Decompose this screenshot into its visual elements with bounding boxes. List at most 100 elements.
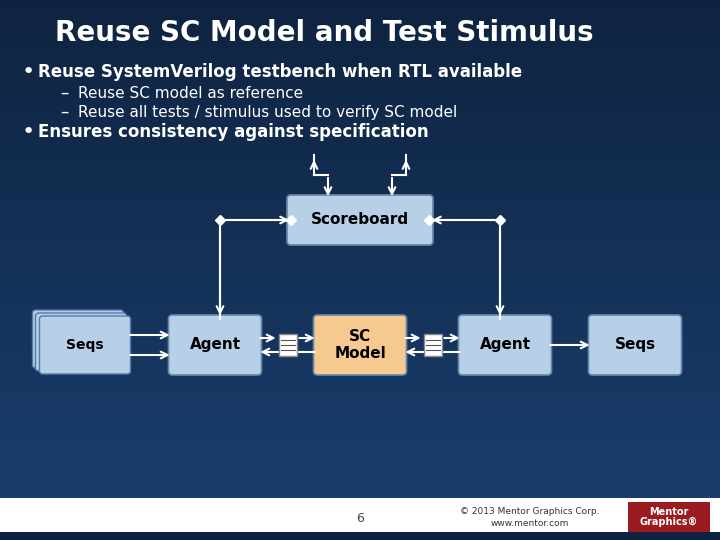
Text: Agent: Agent: [480, 338, 531, 353]
Bar: [0, 169, 720, 170]
Bar: [0, 537, 720, 538]
Bar: [0, 123, 720, 124]
Bar: [0, 334, 720, 335]
Bar: [0, 428, 720, 429]
Bar: [0, 187, 720, 188]
Bar: [0, 102, 720, 103]
Bar: [0, 67, 720, 68]
Bar: [0, 303, 720, 304]
Bar: [0, 432, 720, 433]
Bar: [0, 403, 720, 404]
Bar: [0, 302, 720, 303]
Bar: [0, 262, 720, 263]
Bar: [0, 327, 720, 328]
Bar: [0, 427, 720, 428]
Bar: [0, 61, 720, 62]
Bar: [0, 373, 720, 374]
Bar: [0, 251, 720, 252]
Bar: [0, 10, 720, 11]
Bar: [0, 455, 720, 456]
Bar: [0, 461, 720, 462]
Bar: [0, 539, 720, 540]
Text: Seqs: Seqs: [614, 338, 656, 353]
Bar: [0, 319, 720, 320]
Bar: [0, 472, 720, 473]
Bar: [0, 376, 720, 377]
Bar: [0, 299, 720, 300]
Bar: [0, 406, 720, 407]
Bar: [0, 261, 720, 262]
Bar: [0, 168, 720, 169]
Bar: [0, 257, 720, 258]
Bar: [0, 306, 720, 307]
Bar: [0, 254, 720, 255]
Bar: [0, 449, 720, 450]
Bar: [0, 512, 720, 513]
Bar: [0, 467, 720, 468]
Bar: [0, 260, 720, 261]
Text: Agent: Agent: [189, 338, 240, 353]
Bar: [0, 133, 720, 134]
Bar: [0, 139, 720, 140]
Bar: [0, 393, 720, 394]
Bar: [0, 293, 720, 294]
Bar: [0, 52, 720, 53]
Bar: [0, 484, 720, 485]
Bar: [0, 69, 720, 70]
Bar: [0, 401, 720, 402]
Bar: [0, 45, 720, 46]
Bar: [0, 315, 720, 316]
Bar: [0, 304, 720, 305]
Bar: [0, 503, 720, 504]
Bar: [0, 104, 720, 105]
Bar: [0, 357, 720, 358]
Bar: [0, 178, 720, 179]
Bar: [0, 23, 720, 24]
Bar: [0, 158, 720, 159]
Bar: [0, 456, 720, 457]
Bar: [0, 497, 720, 498]
Bar: [0, 53, 720, 54]
Bar: [0, 201, 720, 202]
Bar: [0, 19, 720, 20]
Bar: [0, 249, 720, 250]
Bar: [0, 135, 720, 136]
Bar: [0, 222, 720, 223]
Bar: [0, 220, 720, 221]
Bar: [0, 423, 720, 424]
Bar: [0, 301, 720, 302]
Bar: [0, 76, 720, 77]
Bar: [0, 274, 720, 275]
Bar: [0, 442, 720, 443]
Bar: [0, 185, 720, 186]
Bar: [0, 259, 720, 260]
Bar: [0, 360, 720, 361]
Bar: [0, 233, 720, 234]
Bar: [0, 374, 720, 375]
Bar: [0, 510, 720, 511]
Bar: [0, 153, 720, 154]
Bar: [0, 107, 720, 108]
Bar: [0, 523, 720, 524]
Bar: [0, 515, 720, 516]
Bar: [0, 48, 720, 49]
Bar: [0, 345, 720, 346]
Bar: [0, 359, 720, 360]
Bar: [0, 534, 720, 535]
Bar: [0, 444, 720, 445]
Bar: [0, 477, 720, 478]
Bar: [0, 212, 720, 213]
Bar: [0, 413, 720, 414]
Bar: [0, 478, 720, 479]
Bar: [0, 399, 720, 400]
Bar: [0, 172, 720, 173]
Bar: [0, 30, 720, 31]
Bar: [0, 239, 720, 240]
Bar: [0, 500, 720, 501]
Bar: [0, 127, 720, 128]
Bar: [0, 59, 720, 60]
Bar: [0, 156, 720, 157]
Bar: [0, 199, 720, 200]
Bar: [0, 417, 720, 418]
Bar: [0, 522, 720, 523]
